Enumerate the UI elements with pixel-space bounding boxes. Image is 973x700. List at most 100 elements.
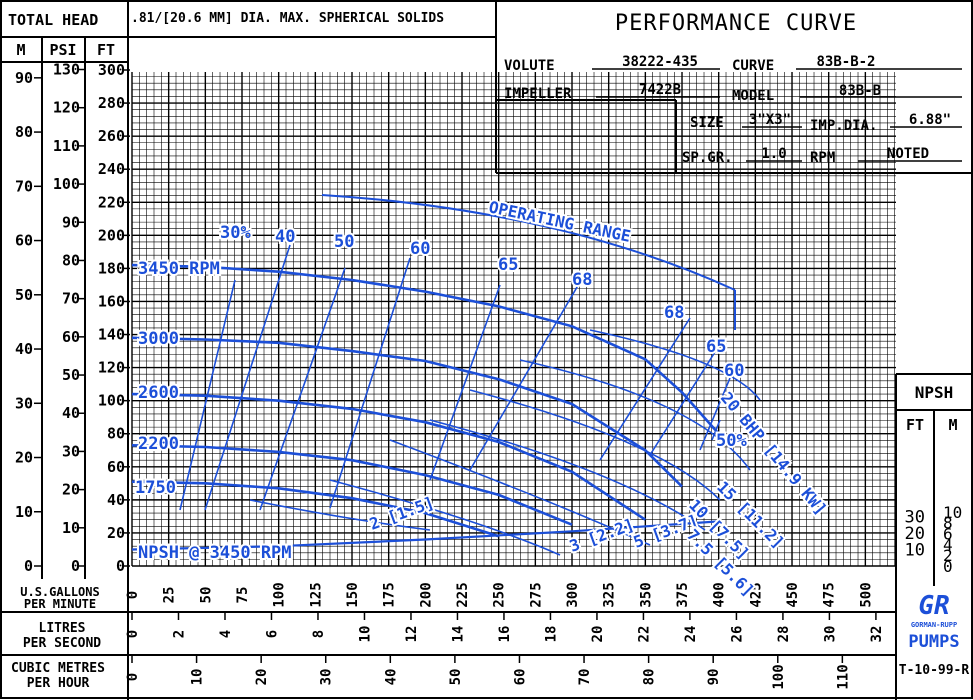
psi-tick-label: 130 [53,61,80,79]
psi-tick-label: 60 [62,328,80,346]
psi-tick-label: 120 [53,99,80,117]
ft-tick-label: 280 [98,94,125,112]
cmh-tick-label: 0 [125,673,141,681]
ft-tick-label: 160 [98,292,125,310]
m-tick-label: 0 [24,557,33,575]
cmh-tick-label: 20 [254,669,270,686]
gpm-tick-label: 450 [785,582,801,607]
size-label: SIZE [690,115,724,131]
ft-tick-label: 140 [98,326,125,344]
m-tick-label: 90 [15,69,33,87]
spgr-value: 1.0 [761,146,786,162]
ft-tick-label: 200 [98,226,125,244]
efficiency-line [469,281,581,471]
ft-tick-label: 100 [98,392,125,410]
gpm-tick-label: 50 [198,587,214,604]
gpm-tick-label: 475 [822,582,838,607]
npsh-m-tick-label: 2 [943,546,953,565]
head-curve-label: 3000 [138,329,179,349]
npsh-m-tick-label: 8 [943,514,953,533]
bhp-curve [249,499,431,531]
gpm-tick-label: 100 [272,582,288,607]
efficiency-line [699,377,731,451]
psi-tick-label: 0 [71,557,80,575]
npsh-m-tick-label: 10 [943,503,962,522]
psi-tick-label: 110 [53,137,80,155]
spgr-label: SP.GR. [682,150,733,166]
curve-label: CURVE [732,58,774,74]
npsh-ft-tick-label: 10 [905,540,925,560]
m-tick-label: 70 [15,177,33,195]
efficiency-line [711,419,721,441]
gpm-tick-label: 75 [235,587,251,604]
cmh-axis-label-line2: PER HOUR [27,676,90,691]
npsh-curve [131,520,719,551]
efficiency-line [429,284,501,481]
npsh-ft-tick-label: 20 [905,524,925,544]
gpm-tick-label: 225 [455,582,471,607]
psi-tick-label: 70 [62,290,80,308]
head-curve [131,444,573,526]
bhp-curve [429,419,706,531]
cmh-tick-label: 70 [577,669,593,686]
bhp-curve [329,479,561,556]
npsh-m-tick-label: 0 [943,557,953,576]
bhp-curve [469,389,721,501]
ft-tick-label: 260 [98,127,125,145]
cmh-tick-label: 30 [319,669,335,686]
npsh-header: NPSH [915,383,954,402]
gpm-tick-label: 125 [308,582,324,607]
lps-tick-label: 16 [497,626,513,643]
cmh-tick-label: 50 [448,669,464,686]
doc-code: T-10-99-R [899,663,970,678]
lps-tick-label: 4 [218,630,234,638]
total-head-label: TOTAL HEAD [8,11,98,29]
npsh-ft-tick-label: 30 [905,507,925,527]
efficiency-label: 50% [716,431,747,451]
m-tick-label: 50 [15,286,33,304]
m-tick-label: 10 [15,503,33,521]
cmh-tick-label: 90 [706,669,722,686]
model-label: MODEL [732,88,774,104]
psi-tick-label: 90 [62,213,80,231]
lps-tick-label: 20 [590,626,606,643]
spec-block: VOLUTE 38222-435 CURVE 83B-B-2 IMPELLER … [504,54,951,166]
axis-m-header: M [16,41,25,59]
ft-tick-label: 40 [107,491,125,509]
psi-tick-label: 10 [62,519,80,537]
ft-tick-label: 120 [98,359,125,377]
bhp-curve [589,329,761,401]
lps-tick-label: 28 [776,626,792,643]
ft-tick-label: 60 [107,458,125,476]
ft-tick-label: 80 [107,425,125,443]
gpm-axis-label-line2: PER MINUTE [24,597,96,611]
efficiency-label: 68 [572,270,592,290]
lps-tick-label: 6 [264,630,280,638]
impeller-value: 7422B [639,82,681,98]
bhp-curve [389,439,651,546]
cmh-tick-label: 100 [771,664,787,689]
curve-value: 83B-B-2 [816,54,875,70]
gpm-tick-label: 25 [162,587,178,604]
ft-tick-label: 240 [98,160,125,178]
efficiency-line [179,279,236,511]
gpm-tick-label: 275 [528,582,544,607]
brand-name: GORMAN-RUPP [911,621,957,629]
gpm-tick-label: 425 [748,582,764,607]
lps-tick-label: 8 [311,630,327,638]
bottom-axis-ticks: 0 25 50 75 100 125 150 175 200 225 250 275 300 325 350… [125,582,885,689]
cmh-tick-label: 80 [642,669,658,686]
psi-tick-label: 50 [62,366,80,384]
lps-tick-label: 12 [404,626,420,643]
lps-tick-label: 14 [450,626,466,643]
m-tick-label: 80 [15,123,33,141]
efficiency-label: 60 [410,239,430,259]
brand-pumps: PUMPS [908,632,959,652]
m-tick-label: 60 [15,232,33,250]
efficiency-line [329,257,411,509]
efficiency-line [204,244,291,511]
psi-tick-label: 30 [62,442,80,460]
rpm-label: RPM [810,150,835,166]
